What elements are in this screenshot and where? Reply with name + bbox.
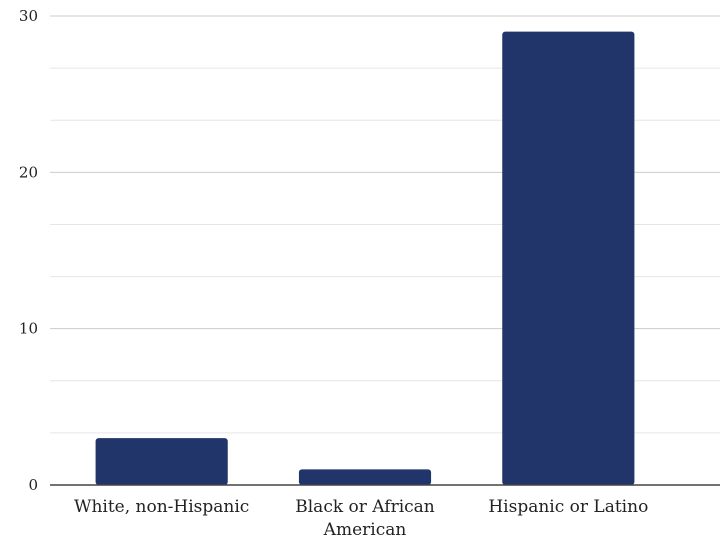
y-tick-label: 30	[19, 7, 38, 25]
bar	[502, 31, 635, 486]
x-category-label: American	[323, 520, 407, 537]
bars	[95, 31, 635, 486]
y-tick-label: 0	[28, 476, 38, 494]
x-axis-labels: White, non-Hispanic Black or African Ameri…	[74, 497, 648, 537]
bar	[95, 438, 228, 485]
x-category-label: Black or African	[295, 497, 435, 517]
x-category-label: White, non-Hispanic	[74, 497, 249, 517]
y-tick-label: 10	[19, 320, 38, 338]
y-tick-label: 20	[19, 163, 38, 181]
grid-lines	[50, 15, 720, 434]
y-axis-ticks: 0 10 20 30	[19, 7, 38, 494]
bar	[298, 469, 432, 485]
x-category-label: Hispanic or Latino	[488, 497, 648, 517]
